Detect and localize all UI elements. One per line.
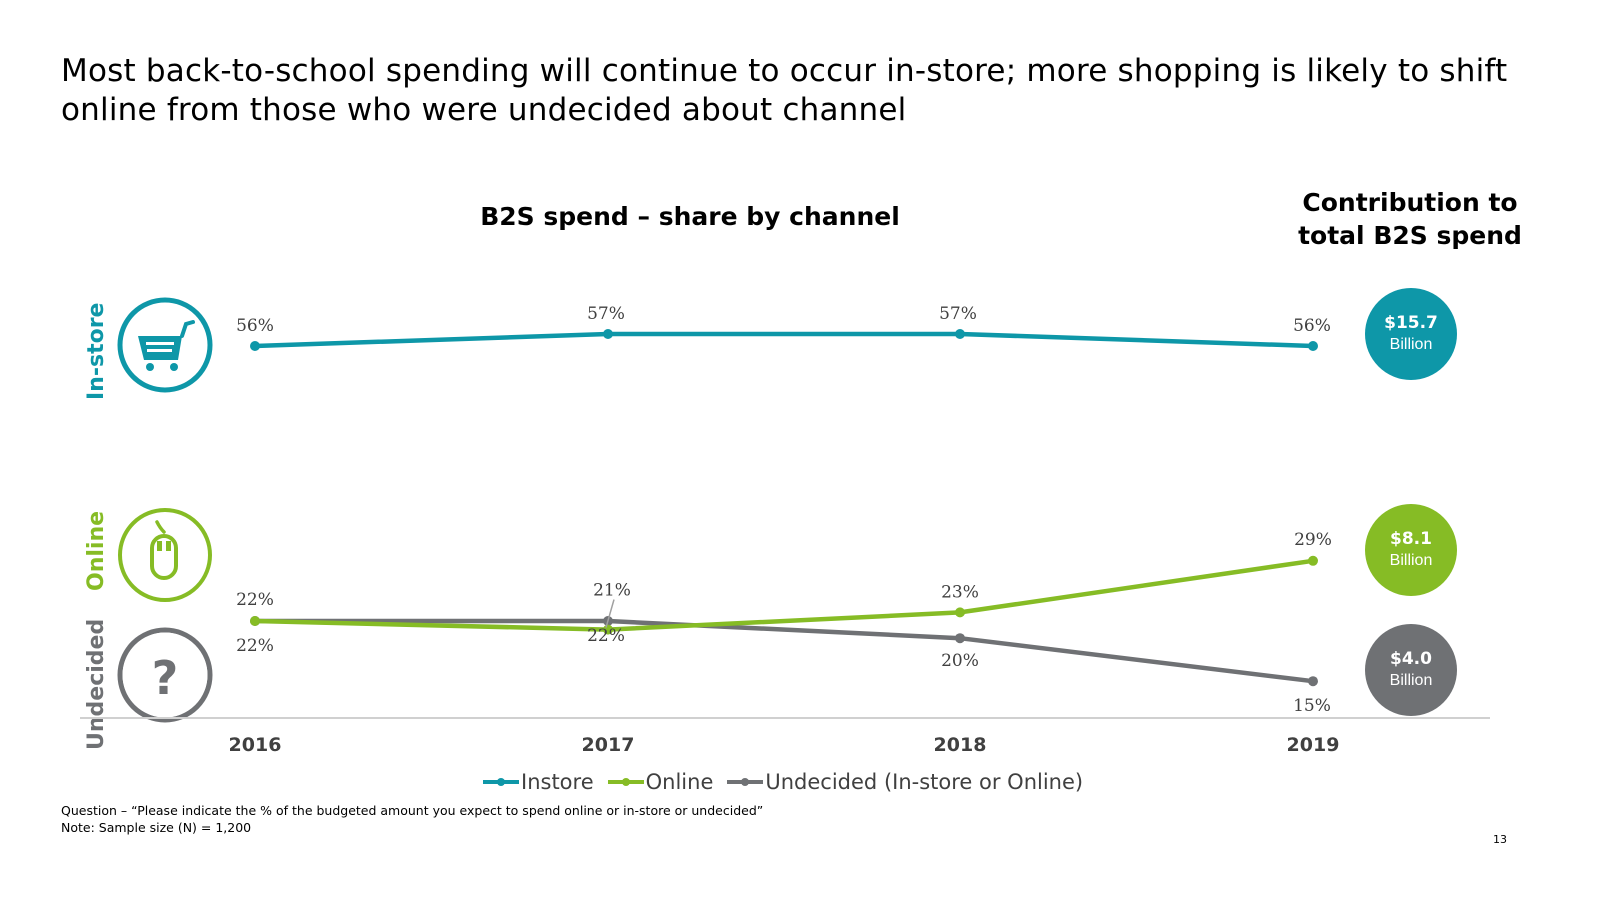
data-label-instore-2017: 57%	[587, 304, 625, 324]
bubble-online-unit: Billion	[1389, 552, 1433, 569]
data-label-undecided-2018: 20%	[941, 651, 979, 671]
series-line-instore	[254, 331, 1314, 349]
data-point-online-2018	[955, 607, 965, 618]
bubble-instore-amount: $15.7	[1384, 313, 1438, 333]
contribution-title-line1: Contribution to	[1302, 188, 1518, 217]
shopping-cart-icon	[117, 297, 213, 393]
legend-swatch-online	[607, 778, 644, 786]
data-label-online-2016: 22%	[236, 590, 274, 610]
x-tick-label-2017: 2017	[582, 734, 635, 756]
data-point-instore-2017	[603, 329, 613, 339]
leader-line-online-2017	[605, 599, 615, 628]
data-label-online-2018: 23%	[941, 582, 979, 602]
legend-swatch-instore	[483, 778, 519, 786]
data-label-online-2017: 21%	[593, 581, 631, 601]
data-label-instore-2019: 56%	[1293, 316, 1331, 336]
data-label-instore-2018: 57%	[939, 304, 977, 324]
data-label-undecided-2017: 22%	[587, 626, 625, 646]
data-point-online-2019	[1308, 555, 1318, 566]
slide-headline: Most back-to-school spending will contin…	[61, 53, 1508, 128]
data-point-undecided-2018	[955, 633, 965, 644]
footnote-note: Note: Sample size (N) = 1,200	[61, 820, 252, 835]
legend-item-online: Online	[607, 770, 714, 794]
x-tick-label-2016: 2016	[229, 734, 282, 756]
legend-item-undecided: Undecided (In-store or Online)	[727, 770, 1083, 794]
svg-text:?: ?	[152, 651, 179, 705]
bubble-online: $8.1 Billion	[1365, 504, 1457, 596]
page-number: 13	[1493, 833, 1507, 846]
data-label-online-2019: 29%	[1294, 530, 1332, 550]
data-label-undecided-2019: 15%	[1293, 696, 1331, 716]
bubble-undecided: $4.0 Billion	[1365, 624, 1457, 716]
data-label-undecided-2016: 22%	[236, 636, 274, 656]
legend-label-instore: Instore	[521, 770, 594, 794]
data-point-undecided-2019	[1308, 676, 1318, 687]
bubble-undecided-unit: Billion	[1389, 672, 1433, 689]
legend-label-undecided: Undecided (In-store or Online)	[765, 770, 1084, 794]
chart-legend: Instore Online Undecided (In-store or On…	[483, 770, 1083, 794]
legend-swatch-undecided	[727, 778, 764, 786]
data-point-instore-2018	[955, 329, 965, 339]
x-tick-label-2019: 2019	[1287, 734, 1340, 756]
data-point-instore-2019	[1308, 341, 1318, 351]
bubble-undecided-amount: $4.0	[1390, 649, 1432, 669]
data-point-instore-2016	[250, 341, 260, 351]
chart-title: B2S spend – share by channel	[480, 202, 900, 231]
computer-mouse-icon	[118, 508, 212, 602]
contribution-title-line2: total B2S spend	[1298, 221, 1522, 250]
bubble-online-amount: $8.1	[1390, 529, 1432, 549]
bubble-instore: $15.7 Billion	[1365, 288, 1457, 380]
legend-label-online: Online	[645, 770, 714, 794]
contribution-title: Contribution to total B2S spend	[1280, 186, 1540, 252]
bubble-instore-unit: Billion	[1389, 336, 1433, 353]
series-line-undecided	[255, 618, 1314, 684]
data-point-online-2016	[250, 616, 260, 626]
legend-item-instore: Instore	[483, 770, 594, 794]
x-tick-label-2018: 2018	[934, 734, 987, 756]
data-label-instore-2016: 56%	[236, 316, 274, 336]
question-mark-icon: ?	[117, 627, 213, 723]
series-line-online	[254, 558, 1314, 632]
footnote-question: Question – “Please indicate the % of the…	[61, 803, 764, 818]
